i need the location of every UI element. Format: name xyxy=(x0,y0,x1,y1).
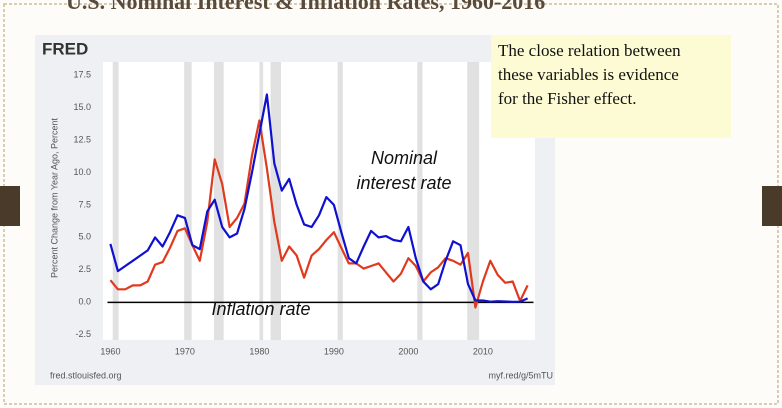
note-line: The close relation between xyxy=(498,41,681,60)
x-tick-label: 2000 xyxy=(398,346,418,356)
recession-band xyxy=(213,62,224,340)
y-tick-label: 7.5 xyxy=(78,199,91,209)
plot-area xyxy=(103,62,535,340)
y-tick-label: 15.0 xyxy=(73,102,91,112)
plot: -2.5 0.0 2.5 5.0 7.5 10.0 12.5 15.0 17.5 1960 1970… xyxy=(73,62,534,356)
recession-band xyxy=(337,62,343,340)
x-tick-label: 1990 xyxy=(324,346,344,356)
annotation: interest rate xyxy=(356,173,451,193)
note-line: for the Fisher effect. xyxy=(498,89,636,108)
annotation: Inflation rate xyxy=(211,299,310,319)
recession-band xyxy=(184,62,192,340)
recession-band xyxy=(417,62,423,340)
y-tick-label: -2.5 xyxy=(75,329,91,339)
y-tick-label: 5.0 xyxy=(78,232,91,242)
series-line xyxy=(109,119,529,309)
recession-band xyxy=(270,62,282,340)
left-tab xyxy=(0,186,20,226)
annotation: Nominal xyxy=(371,148,438,168)
y-tick-label: 17.5 xyxy=(73,69,91,79)
recession-band xyxy=(112,62,119,340)
slide-title: U.S. Nominal Interest & Inflation Rates,… xyxy=(66,0,545,14)
source-left: fred.stlouisfed.org xyxy=(50,370,122,380)
right-tab xyxy=(762,186,782,226)
y-tick-label: 0.0 xyxy=(78,297,91,307)
y-tick-label: 10.0 xyxy=(73,167,91,177)
x-tick-label: 1970 xyxy=(175,346,195,356)
y-axis-label: Percent Change from Year Ago, Percent xyxy=(49,117,59,278)
y-tick-label: 2.5 xyxy=(78,264,91,274)
source-right: myf.red/g/5mTU xyxy=(488,370,553,380)
recession-band xyxy=(259,62,264,340)
note-line: these variables is evidence xyxy=(498,65,679,84)
logo: FRED xyxy=(42,39,88,58)
series-line xyxy=(109,93,529,303)
x-tick-label: 1960 xyxy=(100,346,120,356)
note-box xyxy=(491,35,731,138)
recession-band xyxy=(467,62,480,340)
y-tick-label: 12.5 xyxy=(73,134,91,144)
x-tick-label: 2010 xyxy=(473,346,493,356)
x-tick-label: 1980 xyxy=(249,346,269,356)
